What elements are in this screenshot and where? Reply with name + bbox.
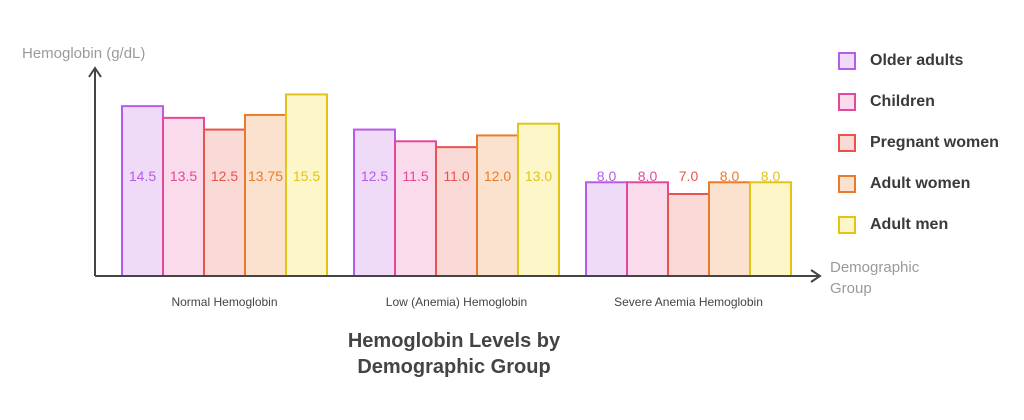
bar — [162, 116, 205, 277]
legend-label: Children — [870, 93, 935, 110]
legend: Older adults Children Pregnant women Adu… — [838, 50, 999, 255]
bar — [244, 113, 287, 277]
x-axis-label-line2: Group — [830, 280, 872, 297]
bar-value-label: 12.5 — [211, 168, 238, 184]
bar — [667, 193, 710, 277]
legend-item-adult-men: Adult men — [838, 214, 999, 236]
bar — [435, 146, 478, 277]
x-axis-label-line1: Demographic — [830, 259, 920, 276]
bar — [585, 181, 628, 278]
legend-swatch — [838, 93, 856, 111]
y-axis-label: Hemoglobin (g/dL) — [22, 45, 145, 62]
bar — [121, 105, 164, 278]
category-label: Normal Hemoglobin — [171, 295, 277, 309]
bar — [708, 181, 751, 278]
bar — [517, 122, 560, 278]
bar-value-label: 8.0 — [761, 168, 781, 184]
bar-value-label: 13.5 — [170, 168, 197, 184]
bar-value-label: 11.0 — [443, 168, 469, 184]
bar — [476, 134, 519, 277]
legend-item-pregnant-women: Pregnant women — [838, 132, 999, 154]
bar-value-label: 14.5 — [129, 168, 156, 184]
category-labels: Normal Hemoglobin Low (Anemia) Hemoglobin… — [171, 295, 762, 309]
bar — [626, 181, 669, 278]
bars-layer: 14.5 13.5 12.5 13.75 15.5 12.5 11.5 11.0 12.0 13.… — [121, 93, 792, 278]
legend-label: Pregnant women — [870, 134, 999, 151]
bar-value-label: 15.5 — [293, 168, 320, 184]
category-label: Severe Anemia Hemoglobin — [614, 295, 763, 309]
bar-value-label: 13.0 — [525, 168, 552, 184]
bar-value-label: 12.0 — [484, 168, 511, 184]
bar — [203, 128, 246, 277]
category-label: Low (Anemia) Hemoglobin — [386, 295, 527, 309]
bar — [749, 181, 792, 278]
bar-value-label: 8.0 — [638, 168, 658, 184]
bar — [394, 140, 437, 277]
legend-item-children: Children — [838, 91, 999, 113]
bar-value-label: 11.5 — [402, 168, 428, 184]
legend-label: Adult women — [870, 175, 971, 192]
bar-value-label: 13.75 — [248, 168, 283, 184]
legend-swatch — [838, 52, 856, 70]
legend-label: Older adults — [870, 52, 964, 69]
bar-value-label: 12.5 — [361, 168, 388, 184]
bar-value-label: 7.0 — [679, 168, 699, 184]
bar — [285, 93, 328, 277]
bar — [353, 128, 396, 277]
legend-item-older-adults: Older adults — [838, 50, 999, 72]
legend-swatch — [838, 134, 856, 152]
bar-value-label: 8.0 — [597, 168, 617, 184]
legend-label: Adult men — [870, 216, 949, 233]
y-axis-arrow-icon — [88, 66, 102, 78]
legend-item-adult-women: Adult women — [838, 173, 999, 195]
legend-swatch — [838, 216, 856, 234]
bar-value-label: 8.0 — [720, 168, 740, 184]
legend-swatch — [838, 175, 856, 193]
x-axis-arrow-icon — [810, 269, 822, 283]
chart-title: Hemoglobin Levels by Demographic Group — [347, 330, 561, 378]
